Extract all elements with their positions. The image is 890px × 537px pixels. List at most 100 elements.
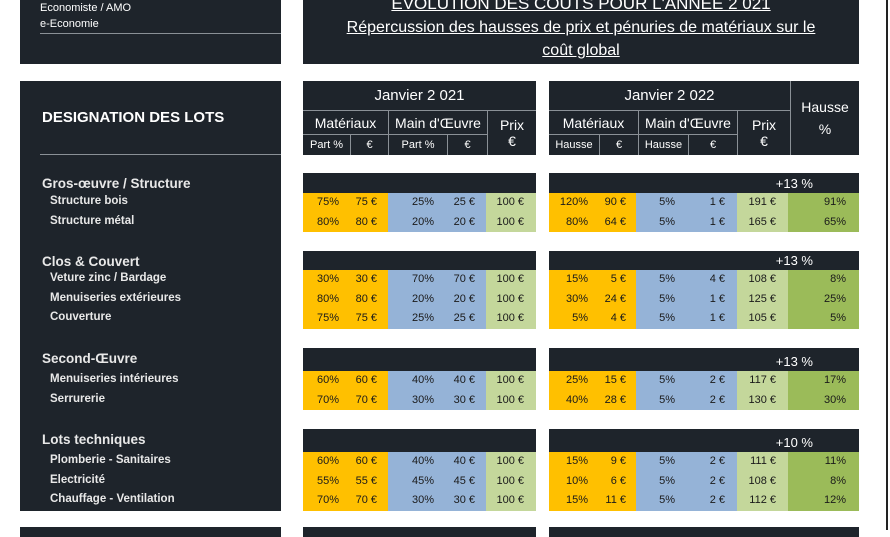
lot-item-label: Menuiseries intérieures bbox=[50, 373, 179, 385]
cell-2022-hausse: 17% bbox=[823, 374, 846, 386]
header-2022-main-oeuvre: Main d'Œuvre bbox=[638, 110, 737, 134]
prix-unit: € bbox=[508, 133, 516, 149]
column-fill-2022 bbox=[549, 270, 636, 329]
cell-2021-mat-eur: 70 € bbox=[355, 393, 377, 406]
header-2021-main-oeuvre: Main d'Œuvre bbox=[388, 110, 487, 134]
header-2022-h1: Hausse bbox=[549, 134, 599, 155]
group-total-hausse: +10 % bbox=[775, 435, 813, 450]
title-line-1: EVOLUTION DES COUTS POUR L'ANNEE 2 021 bbox=[391, 0, 771, 13]
column-fill-2021 bbox=[486, 371, 536, 410]
header-2021-title: Janvier 2 021 bbox=[374, 87, 465, 104]
cell-2022-mat-eur: 11 € bbox=[605, 494, 626, 506]
column-fill-2022 bbox=[636, 452, 737, 511]
cell-2022-hausse: 8% bbox=[830, 474, 846, 487]
cell-2022-mo-hausse: 5% bbox=[659, 196, 675, 208]
cell-2021-prix: 100 € bbox=[496, 374, 524, 386]
header-2022-materiaux: Matériaux bbox=[549, 110, 638, 134]
cell-2021-mo-part: 30% bbox=[411, 393, 434, 406]
column-fill-2022 bbox=[788, 371, 859, 410]
column-fill-2021 bbox=[486, 193, 536, 232]
column-fill-2022 bbox=[549, 193, 636, 232]
column-fill-2021 bbox=[388, 371, 486, 410]
group-bar-2021 bbox=[303, 173, 536, 193]
cell-2021-mat-eur: 80 € bbox=[355, 215, 377, 228]
lot-item-label: Veture zinc / Bardage bbox=[50, 272, 167, 284]
header-2021-part1: Part % bbox=[303, 134, 350, 155]
cell-2021-mat-eur: 75 € bbox=[355, 312, 377, 324]
cell-2021-mat-eur: 30 € bbox=[355, 273, 377, 285]
cell-2022-mo-eur: 2 € bbox=[709, 393, 725, 406]
group-bar-2022: +13 % bbox=[549, 173, 859, 193]
divider bbox=[40, 154, 281, 155]
cell-2021-mat-eur: 80 € bbox=[355, 292, 377, 305]
column-fill-2022 bbox=[788, 193, 859, 232]
header-2021-materiaux: Matériaux bbox=[303, 110, 388, 134]
cell-2021-mo-eur: 45 € bbox=[453, 474, 475, 487]
cell-2021-prix: 100 € bbox=[496, 196, 524, 208]
column-fill-2021 bbox=[388, 193, 486, 232]
column-fill-2022 bbox=[549, 452, 636, 511]
cell-2021-mat-eur: 70 € bbox=[355, 494, 377, 506]
cell-2022-mat-eur: 28 € bbox=[604, 393, 626, 406]
cell-2021-mo-eur: 20 € bbox=[453, 215, 475, 228]
cell-2022-mat-eur: 24 € bbox=[604, 292, 626, 305]
group-total-hausse: +13 % bbox=[775, 253, 813, 268]
title-line-3: coût global bbox=[542, 42, 620, 59]
next-group-2022 bbox=[549, 527, 859, 537]
column-fill-2022 bbox=[549, 371, 636, 410]
group-label: Lots techniques bbox=[42, 432, 146, 447]
column-fill-2021 bbox=[303, 452, 388, 511]
cell-2021-mo-part: 20% bbox=[411, 292, 434, 305]
sheet-border bbox=[886, 0, 888, 530]
cell-2022-prix: 191 € bbox=[748, 196, 776, 208]
cell-2022-mo-hausse: 5% bbox=[659, 374, 675, 386]
lot-item-label: Plomberie - Sanitaires bbox=[50, 454, 171, 466]
next-group-left bbox=[20, 527, 281, 537]
cell-2022-mat-hausse: 40% bbox=[565, 393, 588, 406]
cell-2022-mo-hausse: 5% bbox=[659, 292, 675, 305]
header-2022-prix: Prix € bbox=[737, 110, 790, 155]
cell-2021-mat-part: 60% bbox=[316, 374, 339, 386]
column-fill-2022 bbox=[788, 270, 859, 329]
cell-2022-hausse: 65% bbox=[823, 215, 846, 228]
cell-2022-mat-eur: 4 € bbox=[610, 312, 626, 324]
cell-2022-prix: 165 € bbox=[748, 215, 776, 228]
cell-2021-prix: 100 € bbox=[496, 455, 524, 467]
title-line-2: Répercussion des hausses de prix et pénu… bbox=[346, 19, 816, 36]
group-bar-2022: +13 % bbox=[549, 348, 859, 371]
cell-2022-mo-hausse: 5% bbox=[659, 215, 675, 228]
cell-2022-mat-eur: 5 € bbox=[610, 273, 626, 285]
cell-2021-mo-eur: 40 € bbox=[453, 374, 475, 386]
cell-2022-mo-hausse: 5% bbox=[659, 393, 675, 406]
group-label: Gros-œuvre / Structure bbox=[42, 176, 191, 191]
cell-2022-mo-eur: 1 € bbox=[709, 215, 725, 228]
cell-2022-hausse: 11% bbox=[824, 455, 846, 467]
cell-2022-mat-hausse: 80% bbox=[565, 215, 588, 228]
group-label: Clos & Couvert bbox=[42, 254, 140, 269]
lot-item-label: Structure métal bbox=[50, 214, 135, 227]
info-box: Economiste / AMO e-Economie bbox=[20, 0, 281, 64]
cell-2022-prix: 108 € bbox=[748, 474, 776, 487]
cell-2021-mat-part: 55% bbox=[316, 474, 339, 487]
designation-header: DESIGNATION DES LOTS bbox=[42, 109, 225, 126]
cell-2021-mat-part: 70% bbox=[316, 494, 339, 506]
cell-2021-mo-part: 40% bbox=[411, 374, 434, 386]
cell-2022-hausse: 5% bbox=[830, 312, 846, 324]
cell-2021-mo-part: 20% bbox=[411, 215, 434, 228]
lot-item-label: Couverture bbox=[50, 311, 112, 323]
cell-2022-mo-eur: 2 € bbox=[709, 494, 725, 506]
info-line-1: Economiste / AMO bbox=[40, 2, 132, 14]
header-hausse: Hausse % bbox=[790, 81, 859, 155]
lot-item-label: Chauffage - Ventilation bbox=[50, 493, 175, 505]
cell-2022-prix: 125 € bbox=[748, 292, 776, 305]
header-2022-h2: Hausse bbox=[638, 134, 688, 155]
group-bar-2021 bbox=[303, 429, 536, 452]
cell-2021-mo-eur: 20 € bbox=[453, 292, 475, 305]
column-fill-2022 bbox=[737, 270, 788, 329]
column-fill-2022 bbox=[788, 452, 859, 511]
lot-item-label: Electricité bbox=[50, 473, 105, 486]
cell-2022-mat-eur: 64 € bbox=[604, 215, 626, 228]
lot-item-label: Structure bois bbox=[50, 195, 128, 207]
group-bar-2021 bbox=[303, 251, 536, 270]
info-line-2: e-Economie bbox=[40, 18, 99, 30]
